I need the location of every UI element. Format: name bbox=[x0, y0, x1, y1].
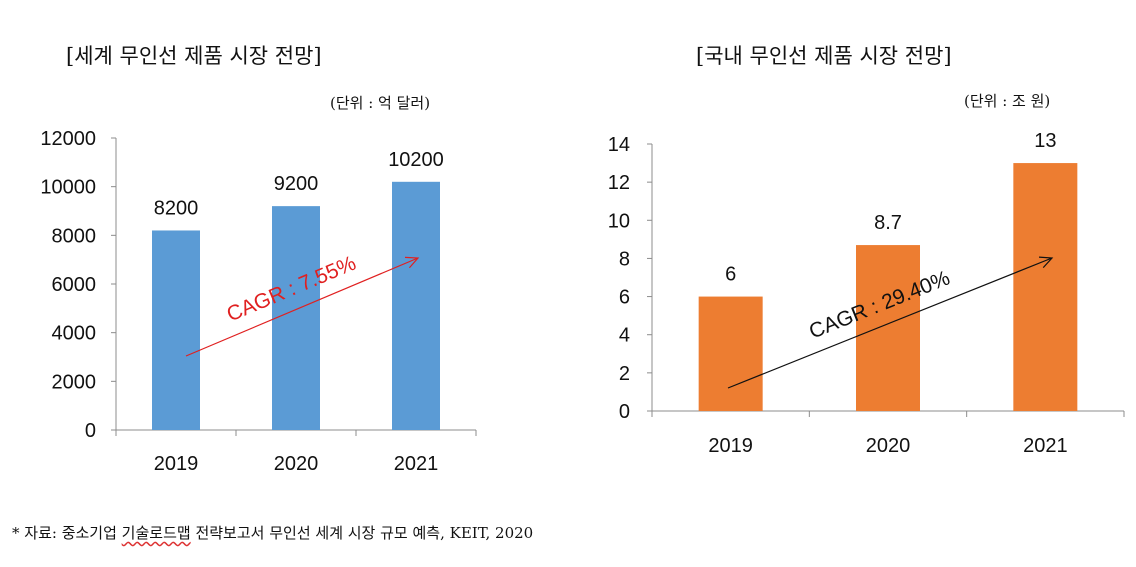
y-tick-label: 4000 bbox=[52, 323, 97, 345]
bar bbox=[1013, 163, 1078, 411]
y-tick-label: 10 bbox=[608, 210, 630, 232]
y-tick-label: 6000 bbox=[52, 274, 97, 296]
data-label: 13 bbox=[1034, 130, 1056, 152]
data-label: 8.7 bbox=[874, 212, 902, 234]
bar bbox=[272, 206, 320, 430]
source-note-prefix: * 자료: 중소기업 bbox=[12, 524, 122, 542]
unit-label-global: (단위 : 억 달러) bbox=[330, 94, 431, 112]
chart-title-domestic: [국내 무인선 제품 시장 전망] bbox=[696, 44, 952, 68]
unit-label-domestic: (단위 : 조 원) bbox=[964, 92, 1051, 110]
y-tick-label: 12 bbox=[608, 172, 630, 194]
chart-title-global: [세계 무인선 제품 시장 전망] bbox=[66, 44, 322, 68]
x-tick-label: 2021 bbox=[394, 453, 439, 475]
x-tick-label: 2020 bbox=[274, 453, 319, 475]
bar bbox=[392, 181, 440, 430]
data-label: 8200 bbox=[154, 197, 199, 219]
y-tick-label: 6 bbox=[619, 287, 630, 309]
data-label: 6 bbox=[725, 264, 736, 286]
trend-arrow-head bbox=[1038, 256, 1054, 269]
source-note-squiggle: 기술로드맵 bbox=[121, 524, 191, 542]
y-tick-label: 12000 bbox=[40, 128, 96, 150]
y-tick-label: 2 bbox=[619, 363, 630, 385]
trend-arrow-head bbox=[404, 256, 420, 269]
bar bbox=[856, 245, 920, 411]
x-tick-label: 2019 bbox=[154, 453, 199, 475]
y-tick-label: 0 bbox=[85, 420, 96, 442]
trend-arrow-line bbox=[727, 257, 1053, 389]
y-tick-label: 8 bbox=[619, 248, 630, 270]
x-tick-label: 2019 bbox=[708, 435, 753, 457]
y-tick-label: 10000 bbox=[40, 177, 96, 199]
x-tick-label: 2021 bbox=[1023, 435, 1068, 457]
y-tick-label: 8000 bbox=[52, 225, 97, 247]
y-tick-label: 14 bbox=[608, 134, 630, 156]
y-tick-label: 2000 bbox=[52, 371, 97, 393]
x-tick-label: 2020 bbox=[866, 435, 911, 457]
trend-arrow-line bbox=[185, 257, 419, 357]
bar bbox=[698, 296, 763, 411]
bar bbox=[152, 230, 200, 430]
y-tick-label: 4 bbox=[619, 325, 630, 347]
data-label: 10200 bbox=[388, 149, 444, 171]
y-tick-label: 0 bbox=[619, 401, 630, 423]
source-note: * 자료: 중소기업 기술로드맵 전략보고서 무인선 세계 시장 규모 예측, … bbox=[12, 522, 533, 543]
source-note-suffix: 전략보고서 무인선 세계 시장 규모 예측, KEIT, 2020 bbox=[190, 524, 534, 542]
data-label: 9200 bbox=[274, 173, 319, 195]
